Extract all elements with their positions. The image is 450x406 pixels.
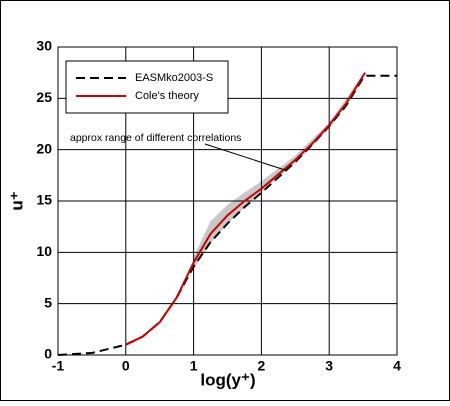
x-tick-label: 1 (190, 358, 198, 374)
y-tick-label: 0 (44, 346, 52, 362)
annotation-arrow (204, 143, 286, 171)
y-tick-label: 20 (36, 140, 52, 156)
legend-box (65, 60, 229, 114)
x-axis-label: log(y⁺) (200, 370, 255, 389)
x-tick-label: -1 (52, 358, 65, 374)
x-tick-label: 0 (122, 358, 130, 374)
line (125, 72, 366, 346)
plot-frame (57, 46, 398, 356)
y-tick-label: 5 (44, 294, 52, 310)
y-tick-label: 10 (36, 243, 52, 259)
legend-label: EASMko2003-S (135, 72, 213, 84)
x-tick-label: 2 (258, 358, 266, 374)
legend-label: Cole's theory (135, 90, 199, 102)
x-tick-label: 4 (393, 358, 401, 374)
y-tick-label: 30 (36, 38, 52, 54)
annotation: approx range of different correlations (70, 132, 241, 144)
y-tick-label: 25 (36, 89, 52, 105)
y-tick-label: 15 (36, 192, 52, 208)
y-axis-label: u⁺ (7, 191, 26, 210)
x-tick-label: 3 (325, 358, 333, 374)
